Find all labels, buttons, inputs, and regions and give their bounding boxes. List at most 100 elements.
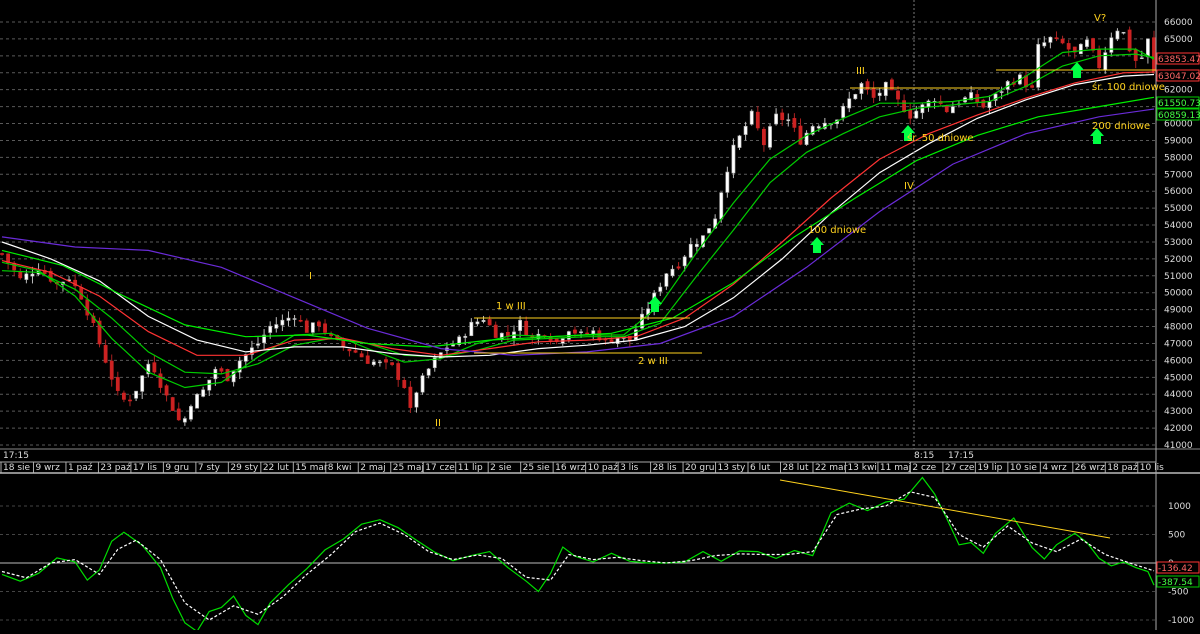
price-candle	[493, 324, 498, 338]
price-candle	[298, 319, 303, 322]
x-tick-label: 7 sty	[198, 463, 221, 473]
y-tick-label: 58000	[1164, 153, 1193, 163]
moving-average-line	[1, 73, 1155, 358]
price-candle	[317, 321, 321, 327]
price-candle	[1133, 49, 1138, 61]
price-candle	[280, 319, 285, 326]
price-candle	[329, 333, 334, 336]
x-tick-label: 11 lip	[458, 463, 483, 473]
price-candle	[853, 94, 858, 100]
x-tick-label: 20 gru	[685, 463, 714, 473]
price-candle	[969, 92, 974, 101]
x-tick-label: 25 maj	[393, 463, 424, 473]
time-label: 17:15	[3, 451, 29, 461]
price-candle	[243, 354, 248, 362]
annotation-label: 100 dniowe	[808, 225, 866, 236]
price-candle	[1072, 46, 1077, 53]
x-tick-label: 1 paź	[68, 463, 93, 473]
annotation-label: 200 dniowe	[1092, 121, 1150, 132]
x-tick-label: 28 lis	[653, 463, 677, 473]
price-candle	[176, 408, 181, 421]
price-candle	[725, 171, 730, 193]
price-candle	[664, 273, 669, 287]
buy-arrow-icon	[901, 125, 915, 141]
price-candle	[798, 125, 803, 145]
y-tick-label: 50000	[1164, 289, 1193, 299]
price-candle	[1060, 38, 1065, 44]
last-value-badge: 63853.47	[1158, 55, 1200, 65]
price-candle	[97, 320, 102, 345]
price-candle	[231, 371, 236, 383]
price-candle	[48, 270, 53, 282]
y-tick-label: 48000	[1164, 323, 1193, 333]
price-candle	[670, 268, 675, 277]
price-candle	[115, 377, 120, 391]
annotation-label: 2 w III	[638, 356, 668, 367]
price-candle	[981, 99, 986, 108]
price-candle	[579, 331, 583, 334]
buy-arrow-icon	[1070, 62, 1084, 78]
price-candle	[774, 113, 778, 125]
wave-label: II	[435, 418, 441, 429]
x-tick-label: 15 mar	[295, 463, 328, 473]
price-candle	[268, 325, 273, 333]
price-candle	[737, 135, 742, 148]
moving-average-line	[1, 71, 1155, 356]
price-candle	[262, 334, 266, 344]
price-candle	[1048, 36, 1053, 43]
price-candle	[1066, 43, 1071, 50]
price-candle	[237, 360, 242, 373]
price-candle	[390, 362, 394, 365]
price-candle	[1030, 85, 1034, 88]
price-candle	[30, 273, 35, 277]
price-candle	[146, 363, 151, 375]
last-value-badge: 60859.13	[1158, 111, 1200, 121]
y-tick-label: 54000	[1164, 221, 1193, 231]
price-candle	[1085, 39, 1089, 47]
price-candle	[780, 112, 785, 121]
price-candle	[347, 349, 352, 352]
y-tick-label: 57000	[1164, 170, 1193, 180]
price-candle	[755, 111, 760, 129]
price-candle	[810, 126, 815, 135]
y-tick-label: 53000	[1164, 238, 1193, 248]
price-candle	[682, 256, 687, 267]
x-tick-label: 13 sty	[718, 463, 747, 473]
price-candle	[1121, 31, 1126, 34]
price-candle	[292, 318, 297, 320]
price-candle	[256, 343, 260, 346]
x-tick-label: 19 lip	[977, 463, 1002, 473]
price-candle	[768, 126, 772, 148]
price-candle	[890, 79, 894, 91]
y-tick-label: 500	[1168, 531, 1185, 541]
y-tick-label: -500	[1168, 588, 1189, 598]
y-tick-label: 55000	[1164, 204, 1193, 214]
price-candle	[1097, 49, 1102, 69]
price-candle	[103, 345, 108, 363]
x-tick-label: 16 wrz	[555, 463, 585, 473]
moving-average-line	[1, 108, 1155, 356]
last-value-badge: 61550.73	[1158, 99, 1200, 109]
y-tick-label: 42000	[1164, 424, 1193, 434]
time-label: 8:15	[914, 451, 934, 461]
price-candle	[743, 125, 748, 135]
price-candle	[908, 109, 913, 119]
buy-arrow-icon	[1090, 128, 1104, 144]
x-tick-label: 27 cze	[945, 463, 975, 473]
x-tick-label: 22 mar	[815, 463, 848, 473]
annotation-label: 1 w III	[496, 301, 526, 312]
x-tick-label: 8 kwi	[328, 463, 352, 473]
price-candle	[189, 406, 193, 420]
wave-label: I	[309, 271, 312, 282]
wave-label: III	[856, 66, 865, 77]
x-tick-label: 10 sie	[1010, 463, 1038, 473]
y-tick-label: 46000	[1164, 356, 1193, 366]
price-candle	[207, 379, 212, 391]
wave-label: V?	[1094, 13, 1106, 24]
price-candle	[658, 286, 663, 292]
price-candle	[1139, 57, 1144, 60]
price-candle	[85, 299, 90, 316]
price-candle	[274, 324, 279, 329]
